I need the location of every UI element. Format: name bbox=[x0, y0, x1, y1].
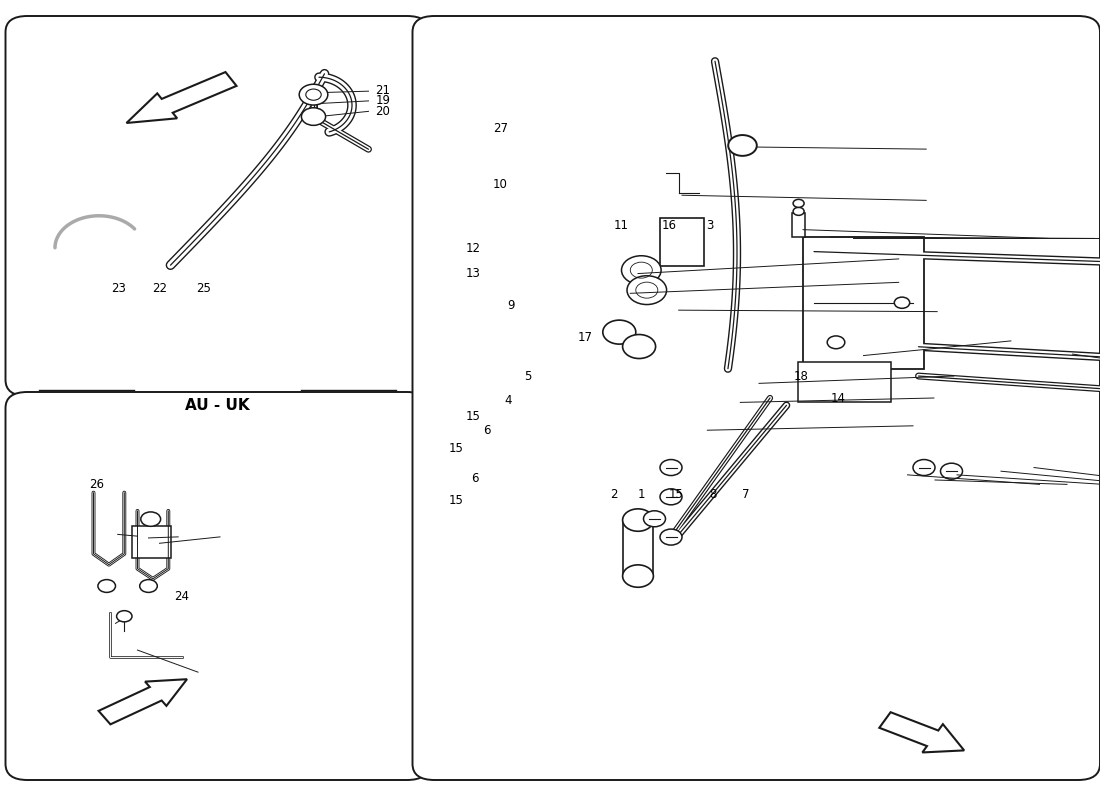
Text: 11: 11 bbox=[614, 219, 629, 232]
Circle shape bbox=[644, 510, 666, 526]
Circle shape bbox=[623, 565, 653, 587]
Text: 19: 19 bbox=[375, 94, 390, 107]
Circle shape bbox=[621, 256, 661, 285]
FancyBboxPatch shape bbox=[6, 16, 429, 396]
Circle shape bbox=[603, 320, 636, 344]
Text: 16: 16 bbox=[661, 219, 676, 232]
Bar bbox=[660, 218, 704, 266]
FancyBboxPatch shape bbox=[6, 392, 429, 780]
Text: 6: 6 bbox=[484, 424, 491, 437]
Text: 2: 2 bbox=[610, 488, 617, 501]
Text: 26: 26 bbox=[89, 478, 104, 490]
Circle shape bbox=[913, 459, 935, 475]
Circle shape bbox=[660, 489, 682, 505]
FancyArrow shape bbox=[126, 72, 236, 123]
Text: 8: 8 bbox=[710, 488, 716, 501]
Circle shape bbox=[793, 207, 804, 215]
Text: AU - UK: AU - UK bbox=[185, 398, 250, 413]
Text: 4: 4 bbox=[505, 394, 512, 406]
Text: 1: 1 bbox=[638, 488, 645, 501]
Text: 9: 9 bbox=[508, 299, 515, 312]
Text: eurospares: eurospares bbox=[675, 566, 799, 586]
Circle shape bbox=[827, 336, 845, 349]
Circle shape bbox=[299, 84, 328, 105]
Circle shape bbox=[940, 463, 962, 479]
Circle shape bbox=[98, 579, 116, 592]
Text: 21: 21 bbox=[375, 84, 390, 97]
Text: 12: 12 bbox=[465, 242, 481, 254]
Circle shape bbox=[140, 579, 157, 592]
Circle shape bbox=[306, 89, 321, 100]
Text: 22: 22 bbox=[152, 282, 167, 294]
Text: 17: 17 bbox=[578, 331, 593, 344]
Circle shape bbox=[660, 529, 682, 545]
Text: 3: 3 bbox=[706, 219, 713, 232]
Text: 23: 23 bbox=[111, 282, 126, 294]
Text: 5: 5 bbox=[525, 370, 531, 382]
Circle shape bbox=[894, 297, 910, 308]
Bar bbox=[798, 362, 891, 402]
FancyArrow shape bbox=[879, 712, 964, 753]
Text: 10: 10 bbox=[493, 178, 508, 190]
Text: 24: 24 bbox=[174, 590, 189, 602]
Circle shape bbox=[141, 512, 161, 526]
Circle shape bbox=[301, 108, 326, 126]
Circle shape bbox=[623, 509, 653, 531]
Text: 13: 13 bbox=[465, 267, 481, 280]
Circle shape bbox=[793, 199, 804, 207]
Text: eurospares: eurospares bbox=[675, 294, 799, 314]
Text: 18: 18 bbox=[793, 370, 808, 382]
Text: 15: 15 bbox=[465, 410, 481, 422]
Circle shape bbox=[627, 276, 667, 305]
Text: 27: 27 bbox=[493, 122, 508, 134]
Bar bbox=[803, 237, 924, 369]
Text: eurospares: eurospares bbox=[161, 217, 257, 231]
Circle shape bbox=[623, 334, 656, 358]
Text: 20: 20 bbox=[375, 105, 390, 118]
Text: 6: 6 bbox=[472, 472, 478, 485]
Text: 14: 14 bbox=[830, 392, 846, 405]
Text: 25: 25 bbox=[196, 282, 211, 294]
Bar bbox=[132, 526, 170, 558]
Bar bbox=[792, 213, 805, 237]
Text: eurospares: eurospares bbox=[161, 577, 257, 591]
Bar bbox=[623, 520, 653, 576]
Text: 7: 7 bbox=[742, 488, 749, 501]
Text: 15: 15 bbox=[669, 488, 684, 501]
Circle shape bbox=[728, 135, 757, 156]
FancyArrow shape bbox=[99, 679, 187, 724]
Circle shape bbox=[117, 610, 132, 622]
Circle shape bbox=[660, 459, 682, 475]
Text: 15: 15 bbox=[449, 494, 464, 506]
Text: 15: 15 bbox=[449, 442, 464, 454]
FancyBboxPatch shape bbox=[412, 16, 1100, 780]
